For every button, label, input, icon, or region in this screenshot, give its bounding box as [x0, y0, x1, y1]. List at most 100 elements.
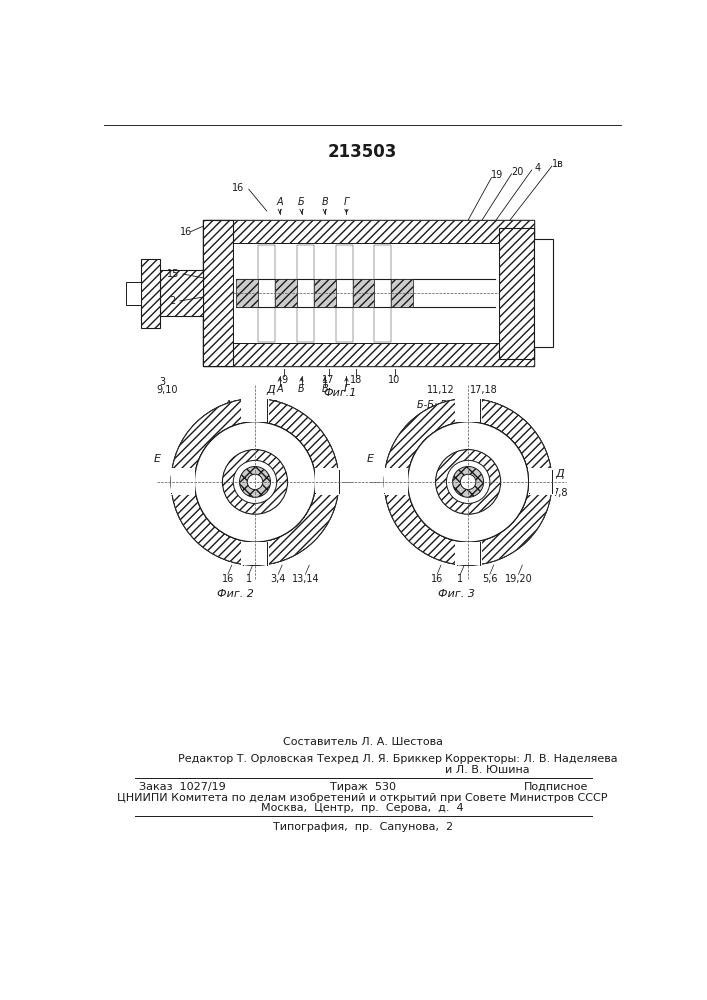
Bar [141, 259, 160, 328]
Text: Корректоры: Л. В. Наделяева: Корректоры: Л. В. Наделяева [445, 754, 617, 764]
Text: А: А [276, 384, 283, 394]
Text: Г: Г [344, 197, 349, 207]
Text: 16: 16 [232, 183, 244, 193]
Wedge shape [474, 399, 551, 477]
Text: 4: 4 [534, 163, 541, 173]
Text: 3: 3 [159, 377, 165, 387]
Wedge shape [385, 487, 463, 565]
Circle shape [460, 474, 476, 490]
Circle shape [436, 450, 501, 514]
Text: и Л. В. Юшина: и Л. В. Юшина [445, 765, 530, 775]
Bar [385, 468, 414, 495]
Text: 19,20: 19,20 [505, 574, 532, 584]
Text: 9: 9 [281, 375, 288, 385]
Bar [126, 282, 141, 305]
Bar [203, 220, 534, 243]
Bar [243, 399, 267, 422]
Text: В: В [322, 197, 328, 207]
Text: 16: 16 [180, 227, 192, 237]
Bar [457, 399, 480, 422]
Wedge shape [260, 487, 339, 565]
Bar [336, 245, 353, 342]
Text: 1в: 1в [552, 159, 564, 169]
Bar [374, 245, 392, 342]
Text: А – А; Г – Г: А – А; Г – Г [225, 400, 277, 410]
Text: А: А [276, 197, 283, 207]
Text: Заказ  1027/19: Заказ 1027/19 [139, 782, 226, 792]
Circle shape [194, 422, 315, 542]
Circle shape [233, 460, 276, 503]
Text: 5,6: 5,6 [482, 574, 498, 584]
Circle shape [446, 460, 490, 503]
Text: 16: 16 [431, 574, 443, 584]
Circle shape [240, 466, 271, 497]
Text: Типография,  пр.  Сапунова,  2: Типография, пр. Сапунова, 2 [273, 822, 452, 832]
Text: Д: Д [555, 469, 564, 479]
Circle shape [194, 422, 315, 542]
Text: 7,8: 7,8 [552, 488, 567, 498]
Circle shape [385, 399, 552, 565]
Bar [236, 279, 258, 307]
Text: Подписное: Подписное [524, 782, 588, 792]
Wedge shape [385, 399, 463, 477]
Bar [457, 542, 480, 565]
Bar [314, 279, 336, 307]
Text: 17,18: 17,18 [469, 384, 498, 394]
Text: Б: Б [298, 384, 305, 394]
Circle shape [452, 466, 484, 497]
Text: 18: 18 [350, 375, 362, 385]
Text: Фиг. 3: Фиг. 3 [438, 589, 475, 599]
Text: 2: 2 [169, 296, 175, 306]
Bar [392, 279, 413, 307]
Bar [385, 470, 408, 493]
Bar [243, 542, 267, 565]
Wedge shape [260, 399, 339, 477]
Wedge shape [172, 399, 250, 477]
Bar [171, 468, 201, 495]
Circle shape [171, 399, 339, 565]
Bar [275, 279, 297, 307]
Text: Б-Б; В-В: Б-Б; В-В [417, 400, 457, 410]
Bar [534, 239, 554, 347]
Circle shape [171, 399, 339, 565]
Circle shape [247, 474, 263, 490]
Text: 17: 17 [322, 375, 335, 385]
Bar [203, 220, 534, 366]
Bar [455, 536, 481, 565]
Bar [160, 270, 203, 316]
Bar [499, 228, 534, 359]
Bar [258, 245, 275, 342]
Text: В: В [322, 384, 328, 394]
Text: 13,14: 13,14 [291, 574, 319, 584]
Text: 20: 20 [512, 167, 524, 177]
Circle shape [408, 422, 529, 542]
Bar [241, 395, 269, 424]
Circle shape [194, 422, 315, 542]
Bar [203, 343, 534, 366]
Text: Тираж  530: Тираж 530 [329, 782, 396, 792]
Circle shape [408, 422, 529, 542]
Text: 1: 1 [246, 574, 252, 584]
Text: Фиг.1: Фиг.1 [324, 388, 357, 398]
Text: 1: 1 [457, 574, 463, 584]
Text: Фиг. 2: Фиг. 2 [217, 589, 254, 599]
Text: Д: Д [266, 384, 275, 395]
Text: 19: 19 [491, 170, 503, 180]
Bar [241, 536, 269, 565]
Circle shape [223, 450, 288, 514]
Bar [203, 220, 233, 366]
Text: 11,12: 11,12 [427, 384, 455, 394]
Bar [529, 470, 552, 493]
Bar [526, 468, 556, 495]
Text: Составитель Л. А. Шестова: Составитель Л. А. Шестова [283, 737, 443, 747]
Text: 3,4: 3,4 [271, 574, 286, 584]
Bar [455, 395, 481, 424]
Text: Москва,  Центр,  пр.  Серова,  д.  4: Москва, Центр, пр. Серова, д. 4 [262, 803, 464, 813]
Text: 10: 10 [388, 375, 401, 385]
Bar [313, 468, 343, 495]
Text: 16: 16 [222, 574, 234, 584]
Text: 9,10: 9,10 [157, 384, 178, 394]
Text: Техред Л. Я. Бриккер: Техред Л. Я. Бриккер [317, 754, 442, 764]
Wedge shape [172, 487, 250, 565]
Wedge shape [474, 487, 551, 565]
